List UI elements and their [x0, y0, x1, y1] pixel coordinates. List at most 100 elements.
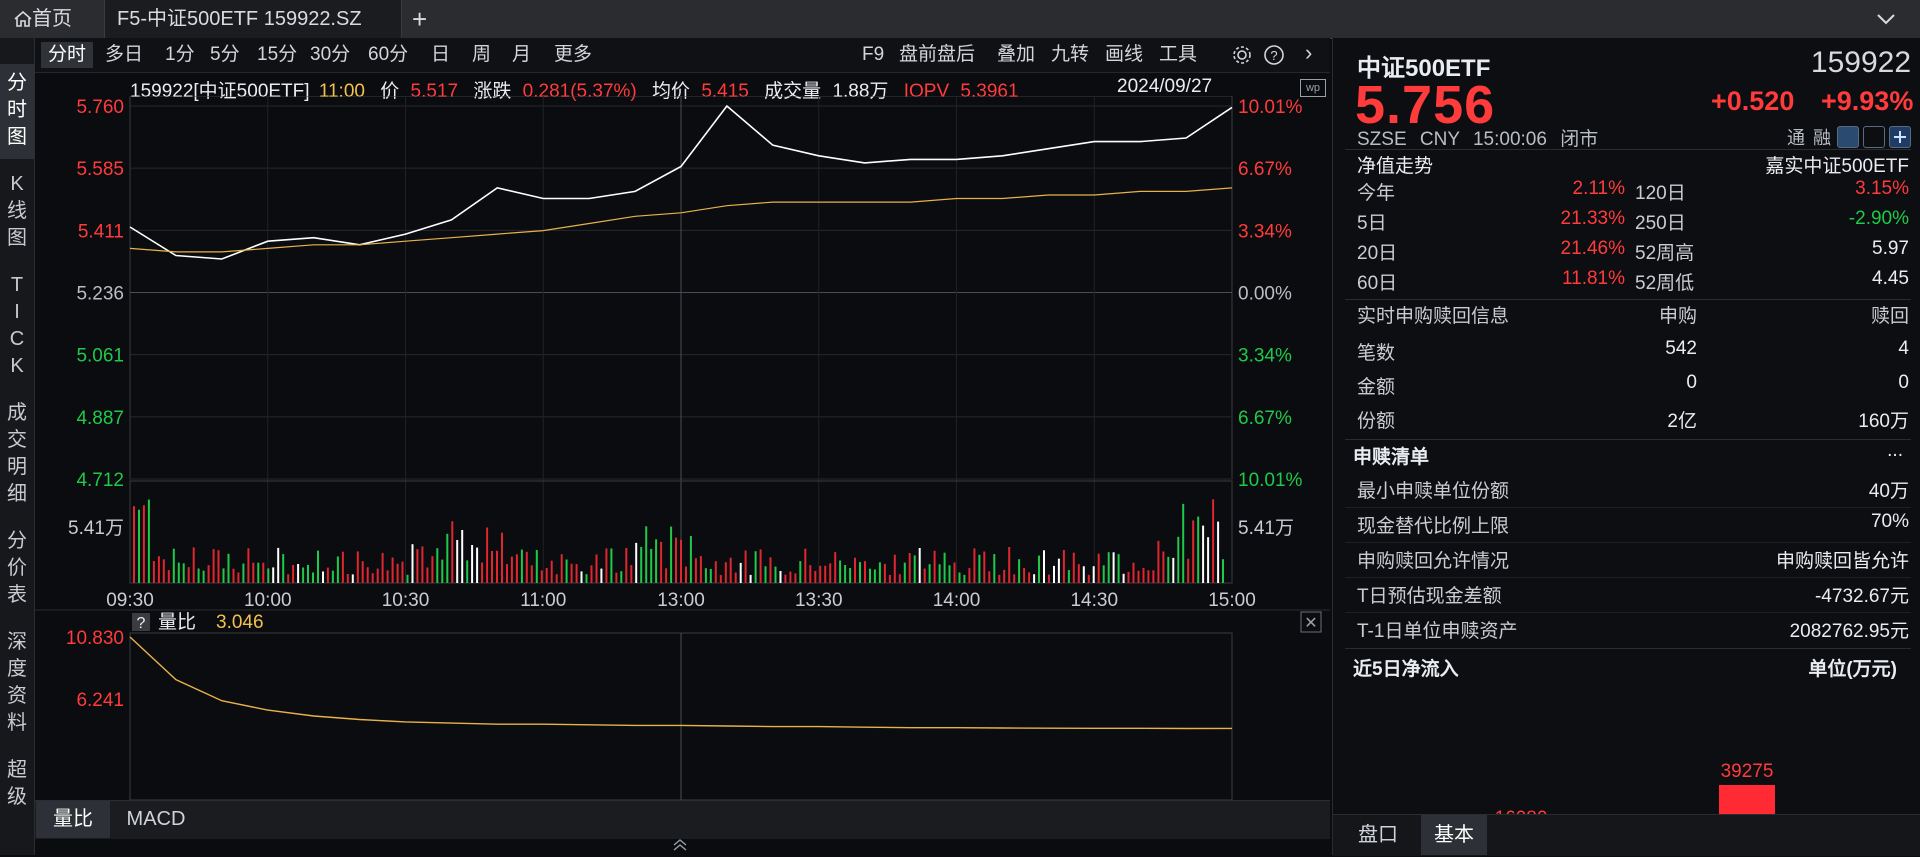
volume-bar: [794, 573, 797, 583]
volume-bar: [242, 563, 245, 583]
time-tick-label: 10:30: [382, 590, 430, 611]
info-date: 2024/09/27: [1117, 76, 1213, 97]
gear-icon[interactable]: [1231, 44, 1253, 71]
side-tab-0[interactable]: 分时图: [0, 64, 34, 159]
indicator-tick-mid: 6.241: [76, 690, 124, 711]
volume-bar: [704, 568, 707, 583]
side-tab-char: 深: [7, 631, 27, 653]
volume-bar: [938, 564, 941, 583]
period-3[interactable]: 5分: [210, 44, 240, 65]
add-watchlist-icon[interactable]: [1889, 126, 1911, 148]
side-tab-char: 时: [7, 99, 27, 121]
info-symbol: 159922[中证500ETF]: [130, 81, 310, 102]
volume-bar: [1057, 558, 1060, 583]
volume-bar: [878, 562, 881, 583]
tool-5[interactable]: 工具: [1159, 44, 1198, 65]
side-tab-6[interactable]: 超级: [0, 751, 34, 819]
period-5[interactable]: 30分: [310, 44, 351, 65]
volume-bar: [799, 561, 802, 583]
period-9[interactable]: 月: [512, 44, 532, 65]
period-6[interactable]: 60分: [368, 44, 409, 65]
volume-bar: [873, 569, 876, 583]
margin-flag-tong: 通: [1787, 128, 1805, 148]
more-button[interactable]: ...: [1887, 440, 1903, 461]
period-1[interactable]: 多日: [105, 44, 144, 65]
volume-bar: [222, 568, 225, 583]
side-tab-4[interactable]: 分价表: [0, 522, 34, 617]
tab-home[interactable]: 首页: [2, 0, 102, 38]
side-tab-char: C: [9, 328, 25, 350]
volume-bar: [923, 568, 926, 583]
price-change-pct: +9.93%: [1821, 86, 1914, 116]
indicator-close-button[interactable]: [1300, 611, 1322, 633]
volume-bar: [1147, 570, 1150, 583]
indicator-tab-0[interactable]: 量比: [36, 801, 110, 838]
volume-bar: [680, 539, 682, 583]
period-0[interactable]: 分时: [41, 42, 94, 68]
side-tab-char: 成: [7, 402, 27, 424]
help-icon[interactable]: ?: [1263, 44, 1285, 71]
volume-bar: [699, 556, 702, 583]
volume-bar: [292, 565, 295, 583]
indicator-help-button[interactable]: [132, 613, 150, 631]
expand-chevron-icon[interactable]: ›: [1305, 40, 1313, 65]
volume-bar: [859, 562, 861, 583]
ratio-line: [129, 636, 1233, 730]
volume-bar: [630, 565, 633, 583]
tool-3[interactable]: 九转: [1051, 44, 1090, 65]
subscription-col-buy: 申购: [1658, 306, 1697, 327]
tool-1[interactable]: 盘前盘后: [899, 44, 976, 65]
perf-label-3: 60日: [1357, 273, 1398, 294]
period-4[interactable]: 15分: [257, 44, 298, 65]
time-tick-label: 09:30: [106, 590, 154, 611]
volume-bar: [1187, 558, 1190, 583]
volume-bar: [167, 570, 170, 583]
tool-0[interactable]: F9: [862, 44, 885, 65]
side-tab-5[interactable]: 深度资料: [0, 623, 34, 745]
tool-2[interactable]: 叠加: [997, 44, 1036, 65]
volume-bar: [883, 563, 886, 583]
intraday-chart: 5.760 10.01% 5.585 6.67% 5.411 3.34% 5.236 0.00…: [35, 96, 1330, 801]
volume-bar: [1157, 540, 1160, 583]
nav-company[interactable]: 嘉实中证500ETF: [1765, 156, 1909, 177]
currency: CNY: [1419, 129, 1460, 150]
chevron-up-icon[interactable]: [672, 838, 688, 852]
add-tab-button[interactable]: +: [406, 0, 436, 38]
volume-bar: [456, 540, 459, 583]
volume-bar: [978, 554, 981, 583]
indicator-tab-1[interactable]: MACD: [126, 808, 186, 830]
series-line-0: [129, 104, 1233, 260]
panel-tab-1[interactable]: 基本: [1421, 815, 1487, 855]
chevron-down-icon[interactable]: [1874, 8, 1898, 35]
tool-4[interactable]: 画线: [1105, 44, 1144, 65]
volume-bar: [958, 572, 961, 583]
volume-bar: [421, 546, 424, 583]
wp-icon[interactable]: wp: [1300, 79, 1326, 97]
tab-current-symbol[interactable]: F5-中证500ETF 159922.SZ: [104, 0, 402, 38]
volume-bar: [829, 563, 832, 583]
list-row-value: 申购赎回皆允许: [1775, 551, 1909, 572]
edit-icon[interactable]: [1837, 126, 1859, 148]
list-row-label: T日预估现金差额: [1357, 586, 1502, 607]
perf-value-0: 2.11%: [1572, 178, 1625, 199]
volume-bar: [779, 571, 782, 583]
screenshot-icon[interactable]: [1863, 126, 1885, 148]
volume-bar: [645, 526, 648, 583]
side-tab-char: 明: [7, 456, 27, 478]
period-2[interactable]: 1分: [165, 44, 195, 65]
volume-bar: [157, 556, 160, 583]
period-10[interactable]: 更多: [554, 44, 593, 65]
volume-bar: [834, 552, 837, 583]
side-tab-3[interactable]: 成交明细: [0, 394, 34, 516]
volume-bar: [287, 574, 290, 583]
volume-bar: [864, 561, 866, 583]
volume-bar: [1112, 552, 1115, 583]
period-7[interactable]: 日: [431, 44, 451, 65]
period-8[interactable]: 周: [472, 44, 492, 65]
panel-tab-0[interactable]: 盘口: [1358, 824, 1398, 846]
volume-bar: [1192, 520, 1195, 583]
volume-bar: [1122, 573, 1125, 583]
volume-bar: [138, 509, 140, 583]
